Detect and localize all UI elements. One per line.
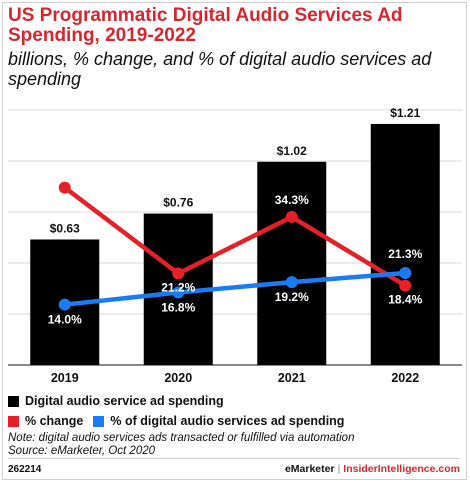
- x-tick-label-2019: 2019: [51, 371, 79, 385]
- bar-2022: [370, 123, 440, 365]
- series-line-1: [62, 185, 408, 288]
- brand-separator: |: [337, 463, 341, 475]
- line-label-2-2020: 16.8%: [161, 300, 195, 314]
- legend-label-pct-share: % of digital audio services ad spending: [110, 414, 345, 428]
- line-label-1-2020: 21.2%: [161, 280, 195, 294]
- chart-subtitle: billions, % change, and % of digital aud…: [8, 49, 432, 89]
- bar-2021: [257, 161, 327, 365]
- bar-label-2019: $0.63: [50, 221, 80, 235]
- chart-frame: [2, 2, 467, 480]
- legend-swatch-spending: [8, 395, 19, 407]
- footer: 262214 eMarketer | InsiderIntelligence.com: [8, 462, 460, 476]
- point-1-2020: [172, 267, 185, 280]
- line-label-1-2019: 41.1%: [48, 164, 82, 178]
- chart-title: US Programmatic Digital Audio Services A…: [8, 5, 403, 46]
- line-label-2-2021: 19.2%: [275, 290, 309, 304]
- x-axis: 2019 2020 2021 2022: [8, 364, 462, 385]
- x-tick-label-2021: 2021: [278, 371, 306, 385]
- point-1-2021: [285, 210, 298, 223]
- point-1-2022: [399, 279, 412, 292]
- line-label-1-2022: 18.4%: [388, 293, 422, 307]
- legend-row-1: Digital audio service ad spending: [8, 391, 344, 411]
- chart-notes: Note: digital audio services ads transac…: [8, 432, 460, 458]
- point-2-2020: [172, 286, 185, 299]
- legend-label-spending: Digital audio service ad spending: [25, 394, 224, 408]
- bar-label-2022: $1.21: [390, 106, 420, 120]
- chart-id: 262214: [8, 464, 42, 475]
- legend-swatch-pct-share: [93, 415, 105, 427]
- brand-insider: InsiderIntelligence.com: [343, 463, 460, 475]
- point-2-2021: [285, 276, 298, 289]
- x-tick-label-2022: 2022: [391, 371, 419, 385]
- bar-label-2021: $1.02: [277, 144, 307, 158]
- line-label-2-2022: 21.3%: [388, 247, 422, 261]
- series-line-2: [62, 270, 408, 307]
- line-label-2-2019: 14.0%: [48, 313, 82, 327]
- line-value-labels: 41.1% 21.2% 34.3% 18.4% 14.0% 16.8% 19.2% 21.3%: [48, 164, 423, 327]
- legend-swatch-pct-change: [8, 415, 19, 427]
- footer-divider: [8, 458, 460, 459]
- line-label-1-2021: 34.3%: [275, 193, 309, 207]
- point-2-2022: [399, 267, 412, 280]
- note-text: Note: digital audio services ads transac…: [8, 432, 355, 444]
- bar-value-labels: $0.63 $0.76 $1.02 $1.21: [50, 106, 421, 236]
- series-lines: [58, 181, 412, 311]
- source-text: Source: eMarketer, Oct 2020: [8, 445, 156, 457]
- brand-credit: eMarketer | InsiderIntelligence.com: [285, 463, 460, 475]
- legend-row-2: % change % of digital audio services ad …: [8, 411, 344, 431]
- legend-label-pct-change: % change: [25, 414, 84, 428]
- brand-emarketer: eMarketer: [284, 463, 335, 475]
- x-tick-label-2020: 2020: [164, 371, 192, 385]
- point-2-2019: [58, 298, 71, 311]
- bar-label-2020: $0.76: [163, 196, 193, 210]
- point-1-2019: [58, 181, 71, 194]
- legend: Digital audio service ad spending % chan…: [8, 391, 344, 431]
